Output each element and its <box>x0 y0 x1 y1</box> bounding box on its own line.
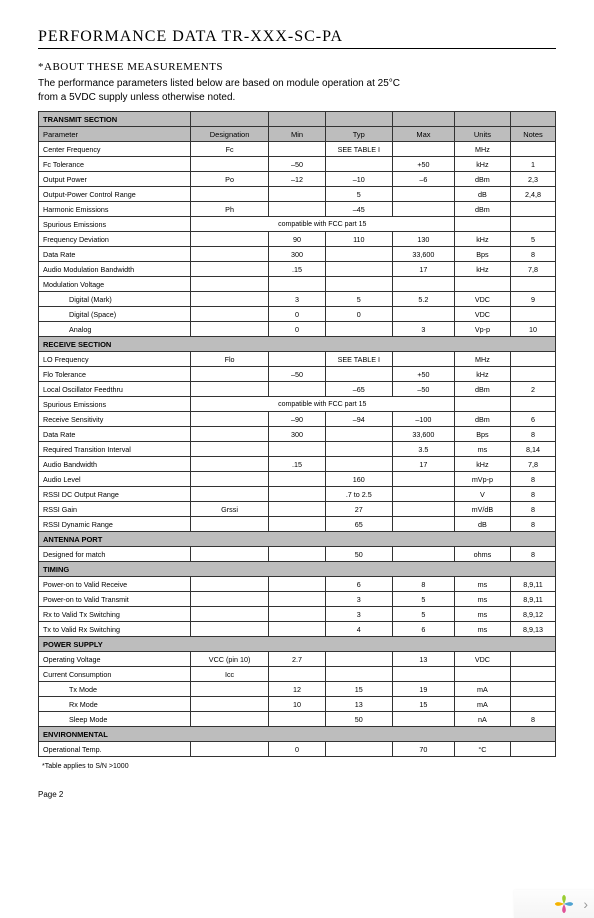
corner-nav: › <box>514 890 594 918</box>
sect-power: POWER SUPPLY <box>39 637 556 652</box>
table-row: Spurious Emissionscompatible with FCC pa… <box>39 397 556 412</box>
table-row: Data Rate30033,600Bps8 <box>39 427 556 442</box>
table-row: Local Oscillator Feedthru–65–50dBm2 <box>39 382 556 397</box>
table-row: Rx to Valid Tx Switching35ms8,9,12 <box>39 607 556 622</box>
table-row: RSSI Dynamic Range65dB8 <box>39 517 556 532</box>
table-row: Flo Tolerance–50+50kHz <box>39 367 556 382</box>
table-row: Data Rate30033,600Bps8 <box>39 247 556 262</box>
table-row: Receive Sensitivity–90–94–100dBm6 <box>39 412 556 427</box>
table-row: LO FrequencyFloSEE TABLE IMHz <box>39 352 556 367</box>
table-row: Tx to Valid Rx Switching46ms8,9,13 <box>39 622 556 637</box>
table-row: Audio Modulation Bandwidth.1517kHz7,8 <box>39 262 556 277</box>
logo-icon <box>553 893 575 915</box>
table-row: Harmonic EmissionsPh–45dBm <box>39 202 556 217</box>
table-row: Output PowerPo–12–10–6dBm2,3 <box>39 172 556 187</box>
sect-rx: RECEIVE SECTION <box>39 337 556 352</box>
sect-env: ENVIRONMENTAL <box>39 727 556 742</box>
table-row: Audio Level160mVp-p8 <box>39 472 556 487</box>
performance-data-table: TRANSMIT SECTION Parameter Designation M… <box>38 111 556 757</box>
table-row: Operating VoltageVCC (pin 10)2.713VDC <box>39 652 556 667</box>
table-row: Digital (Space)00VDC <box>39 307 556 322</box>
subtitle: *ABOUT THESE MEASUREMENTS <box>38 61 556 73</box>
table-row: Fc Tolerance–50+50kHz1 <box>39 157 556 172</box>
page-title: PERFORMANCE DATA TR-XXX-SC-PA <box>38 28 556 49</box>
table-row: Designed for match50ohms8 <box>39 547 556 562</box>
table-row: Required Transition Interval3.5ms8,14 <box>39 442 556 457</box>
sect-tx: TRANSMIT SECTION <box>39 112 191 127</box>
table-row: RSSI DC Output Range.7 to 2.5V8 <box>39 487 556 502</box>
table-row: Tx Mode121519mA <box>39 682 556 697</box>
table-row: Audio Bandwidth.1517kHz7,8 <box>39 457 556 472</box>
table-row: Sleep Mode50nA8 <box>39 712 556 727</box>
table-row: Power-on to Valid Receive68ms8,9,11 <box>39 577 556 592</box>
sect-ant: ANTENNA PORT <box>39 532 556 547</box>
page-number: Page 2 <box>38 790 556 799</box>
table-row: Power-on to Valid Transmit35ms8,9,11 <box>39 592 556 607</box>
chevron-right-icon[interactable]: › <box>583 896 588 912</box>
table-row: Center FrequencyFcSEE TABLE IMHz <box>39 142 556 157</box>
table-row: Operational Temp.070°C <box>39 742 556 757</box>
footnote: *Table applies to S/N >1000 <box>38 763 556 770</box>
sect-timing: TIMING <box>39 562 556 577</box>
table-row: Spurious Emissionscompatible with FCC pa… <box>39 217 556 232</box>
table-row: Digital (Mark)355.2VDC9 <box>39 292 556 307</box>
table-row: Frequency Deviation90110130kHz5 <box>39 232 556 247</box>
table-row: Output-Power Control Range5dB2,4,8 <box>39 187 556 202</box>
table-row: Modulation Voltage <box>39 277 556 292</box>
table-row: RSSI GainGrssi27mV/dB8 <box>39 502 556 517</box>
table-row: Analog03Vp-p10 <box>39 322 556 337</box>
table-row: Current ConsumptionIcc <box>39 667 556 682</box>
intro-text: The performance parameters listed below … <box>38 77 556 104</box>
table-row: Rx Mode101315mA <box>39 697 556 712</box>
